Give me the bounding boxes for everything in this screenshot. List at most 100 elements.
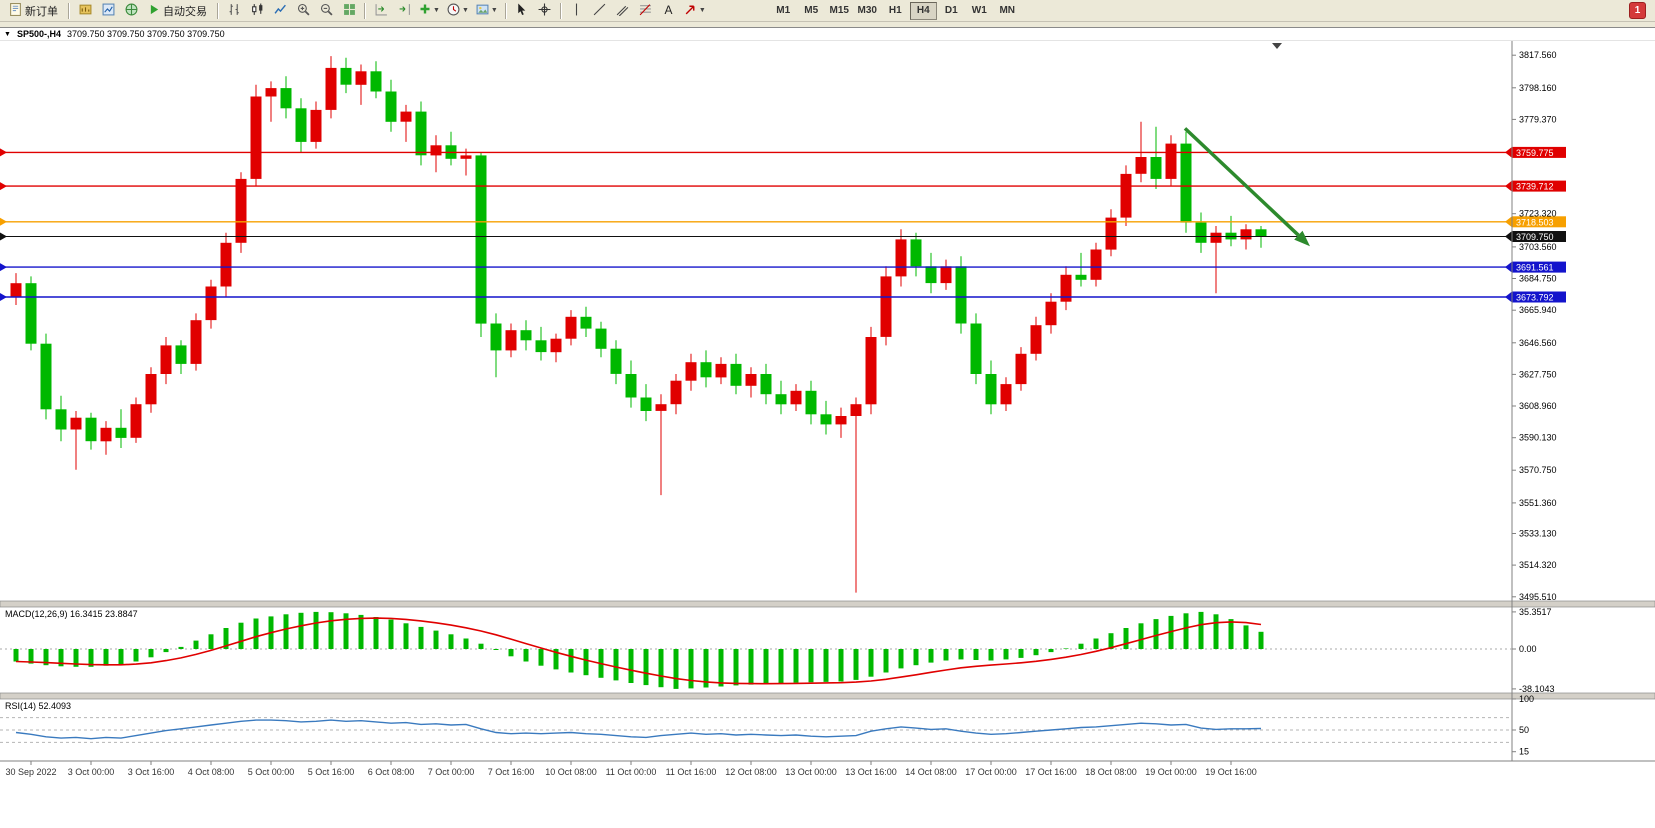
auto-scroll-button[interactable] bbox=[370, 1, 392, 20]
macd-histogram bbox=[13, 611, 1264, 689]
price-badge-label: 3691.561 bbox=[1516, 263, 1554, 273]
timeframe-group: M1 M5 M15 M30 H1 H4 D1 W1 MN bbox=[770, 1, 1021, 20]
tile-windows-button[interactable] bbox=[338, 1, 360, 20]
chart-shift-marker-icon[interactable] bbox=[1272, 43, 1282, 49]
chevron-down-icon: ▼ bbox=[461, 7, 469, 14]
price-axis-label: 3817.560 bbox=[1519, 50, 1557, 60]
fibonacci-icon bbox=[639, 3, 652, 19]
time-axis-label: 14 Oct 08:00 bbox=[905, 767, 957, 777]
separator bbox=[559, 2, 562, 19]
timeframe-m1-button[interactable]: M1 bbox=[776, 5, 791, 16]
chart-shift-button[interactable] bbox=[393, 1, 415, 20]
chevron-down-icon: ▼ bbox=[433, 7, 440, 14]
timeframe-m30-button[interactable]: M30 bbox=[857, 5, 877, 16]
fibonacci-button[interactable] bbox=[635, 1, 657, 20]
panel-divider[interactable] bbox=[0, 600, 1655, 608]
timeframe-d1-button[interactable]: D1 bbox=[944, 5, 958, 16]
price-axis-label: 3570.750 bbox=[1519, 465, 1557, 475]
candlestick-chart-icon bbox=[251, 3, 264, 19]
chart-canvas[interactable]: 3759.775 3739.712 3718.503 3709.750 3691.561… bbox=[0, 41, 1655, 823]
price-badge-arrow-icon bbox=[1505, 291, 1512, 303]
price-badge bbox=[1512, 261, 1566, 273]
rsi-axis-label: 100 bbox=[1519, 694, 1534, 704]
cursor-icon bbox=[515, 3, 528, 19]
rsi-axis-label: 15 bbox=[1519, 747, 1529, 757]
trading-chart[interactable]: 3759.775 3739.712 3718.503 3709.750 3691.561… bbox=[0, 41, 1655, 823]
timeframe-m5-button[interactable]: M5 bbox=[804, 5, 819, 16]
price-axis-label: 3798.160 bbox=[1519, 83, 1557, 93]
price-axis-label: 3684.750 bbox=[1519, 274, 1557, 284]
toolbar-gap bbox=[0, 22, 1655, 27]
line-left-marker-icon bbox=[0, 217, 7, 226]
time-axis-label: 7 Oct 16:00 bbox=[488, 767, 535, 777]
trend-arrow[interactable] bbox=[1183, 127, 1310, 247]
panel-divider[interactable] bbox=[0, 692, 1655, 700]
channel-icon bbox=[616, 3, 629, 19]
price-badge-label: 3739.712 bbox=[1516, 182, 1554, 192]
price-axis-label: 3703.560 bbox=[1519, 242, 1557, 252]
bar-chart-icon bbox=[228, 3, 241, 19]
time-axis-label: 5 Oct 16:00 bbox=[308, 767, 355, 777]
price-badge-label: 3709.750 bbox=[1516, 232, 1554, 242]
chart-background bbox=[0, 41, 1655, 823]
indicators-button[interactable]: ▼ bbox=[416, 1, 443, 20]
alert-badge[interactable]: 1 bbox=[1629, 2, 1646, 19]
arrows-tool-button[interactable]: ▼ bbox=[681, 1, 709, 20]
time-axis-label: 4 Oct 08:00 bbox=[188, 767, 235, 777]
zoom-in-button[interactable] bbox=[292, 1, 314, 20]
market-watch-button[interactable] bbox=[97, 1, 119, 20]
line-chart-icon bbox=[274, 3, 287, 19]
line-left-marker-icon bbox=[0, 293, 7, 301]
timeframe-h1-button[interactable]: H1 bbox=[888, 5, 902, 16]
vertical-line-button[interactable] bbox=[566, 1, 588, 20]
zoom-out-button[interactable] bbox=[315, 1, 337, 20]
crosshair-button[interactable] bbox=[534, 1, 556, 20]
tile-windows-icon bbox=[343, 3, 356, 19]
timeframe-w1-button[interactable]: W1 bbox=[971, 5, 987, 16]
navigator-button[interactable] bbox=[120, 1, 142, 20]
periods-icon bbox=[447, 3, 460, 19]
new-order-button[interactable]: 新订单 bbox=[3, 1, 64, 20]
auto-trading-button[interactable]: 自动交易 bbox=[143, 1, 213, 20]
bar-chart-button[interactable] bbox=[223, 1, 245, 20]
separator bbox=[68, 2, 70, 19]
profiles-button[interactable] bbox=[74, 1, 96, 20]
line-left-marker-icon bbox=[0, 232, 7, 241]
candlesticks bbox=[10, 56, 1267, 593]
templates-button[interactable]: ▼ bbox=[473, 1, 501, 20]
crosshair-icon bbox=[538, 3, 551, 19]
timeframe-m15-button[interactable]: M15 bbox=[829, 5, 849, 16]
time-axis-label: 10 Oct 08:00 bbox=[545, 767, 597, 777]
trendline-button[interactable] bbox=[589, 1, 611, 20]
candlestick-chart-button[interactable] bbox=[246, 1, 268, 20]
alert-count: 1 bbox=[1634, 5, 1641, 16]
time-axis-label: 11 Oct 00:00 bbox=[606, 767, 657, 777]
periods-button[interactable]: ▼ bbox=[444, 1, 472, 20]
macd-axis-label: 0.00 bbox=[1519, 644, 1537, 654]
chart-menu-arrow-icon[interactable]: ▼ bbox=[4, 30, 11, 38]
toolbar: 新订单 自动交易 ▼ ▼ ▼ A ▼ M1 M5 M15 M30 H1 H4 D… bbox=[0, 0, 1655, 22]
price-axis-label: 3608.960 bbox=[1519, 401, 1557, 411]
timeframe-mn-button[interactable]: MN bbox=[999, 5, 1016, 16]
timeframe-h4-button[interactable]: H4 bbox=[909, 1, 937, 20]
time-axis-label: 19 Oct 16:00 bbox=[1205, 767, 1257, 777]
time-axis-label: 30 Sep 2022 bbox=[5, 767, 56, 777]
navigator-icon bbox=[125, 3, 138, 19]
separator bbox=[217, 2, 219, 19]
macd-label: MACD(12,26,9) 16.3415 23.8847 bbox=[5, 609, 138, 619]
price-badge-arrow-icon bbox=[1505, 231, 1512, 242]
text-tool-button[interactable]: A bbox=[658, 1, 680, 20]
line-chart-button[interactable] bbox=[269, 1, 291, 20]
rsi-label: RSI(14) 52.4093 bbox=[5, 701, 71, 711]
channel-button[interactable] bbox=[612, 1, 634, 20]
chart-shift-icon bbox=[398, 3, 411, 19]
line-left-marker-icon bbox=[0, 182, 7, 191]
time-axis-label: 13 Oct 00:00 bbox=[785, 767, 837, 777]
chevron-down-icon: ▼ bbox=[698, 7, 706, 14]
time-axis-label: 17 Oct 16:00 bbox=[1025, 767, 1077, 777]
price-axis-label: 3723.320 bbox=[1519, 209, 1557, 219]
cursor-button[interactable] bbox=[511, 1, 533, 20]
auto-trading-icon bbox=[149, 4, 160, 18]
price-axis-label: 3779.370 bbox=[1519, 114, 1557, 124]
text-tool-icon: A bbox=[662, 2, 675, 19]
